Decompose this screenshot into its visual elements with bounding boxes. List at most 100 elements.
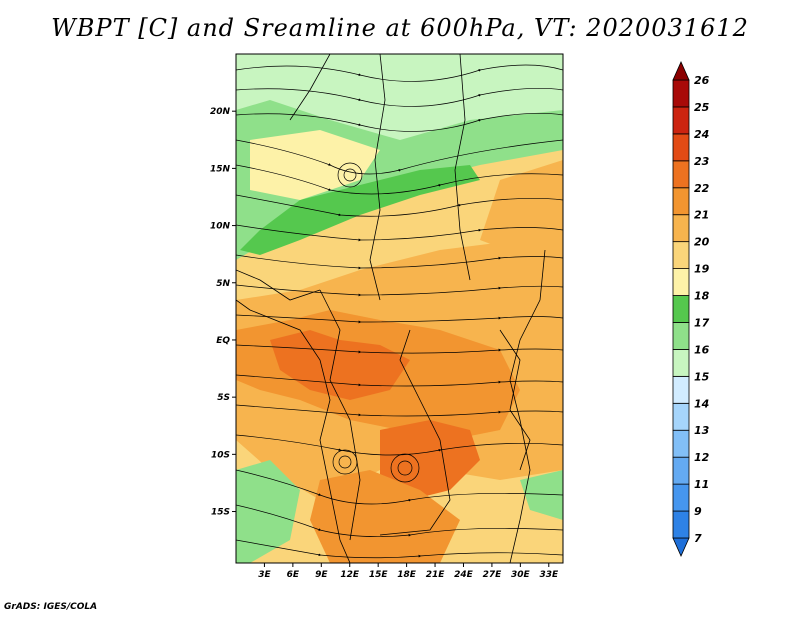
streamline (236, 434, 563, 456)
streamline (236, 88, 563, 107)
streamline (236, 314, 563, 324)
colorbar-swatch (672, 349, 690, 377)
latitude-label: 10S (211, 450, 230, 460)
colorbar-swatch (672, 510, 690, 539)
colorbar-swatch (672, 160, 690, 189)
map-plot-area (236, 54, 563, 563)
latitude-label: 5N (216, 279, 230, 289)
vortex-south-west (338, 455, 352, 469)
latitude-label: 10N (210, 222, 231, 232)
streamline (236, 254, 563, 270)
colorbar-label: 23 (694, 155, 710, 168)
colorbar-label: 13 (694, 424, 710, 437)
latitude-label: 20N (210, 107, 231, 117)
colorbar-label: 26 (694, 74, 710, 87)
colorbar-swatch (672, 429, 690, 458)
wbpt-field-southeast-green (520, 470, 563, 520)
streamlines (236, 64, 563, 559)
border (319, 289, 361, 541)
colorbar-label: 24 (694, 128, 709, 141)
wbpt-field-north-yellow (250, 130, 380, 200)
colorbar-high-triangle (672, 61, 690, 81)
longitude-label: 27E (483, 570, 503, 580)
map-frame (235, 53, 564, 564)
map-title: WBPT [C] and Sreamline at 600hPa, VT: 20… (51, 14, 749, 42)
colorbar-label: 19 (694, 263, 710, 276)
border (369, 54, 386, 301)
colorbar-label: 12 (694, 451, 710, 464)
streamline (236, 139, 563, 175)
longitude-label: 15E (369, 570, 389, 580)
vortex-south-central-outer (390, 453, 420, 483)
streamline (236, 469, 563, 505)
latitude-label: 15N (210, 164, 231, 174)
footer-credit: GrADS: IGES/COLA (4, 602, 98, 612)
colorbar-label: 17 (694, 316, 710, 329)
colorbar-swatch (672, 79, 690, 108)
colorbar-low-triangle (672, 537, 690, 557)
longitude-label: 3E (258, 570, 271, 580)
streamline (236, 164, 563, 195)
colorbar-label: 20 (694, 236, 710, 249)
border (454, 54, 471, 281)
colorbar-swatch (672, 456, 690, 485)
colorbar-label: 11 (694, 478, 709, 491)
colorbar-swatch (672, 483, 690, 512)
vortex-north (343, 168, 357, 182)
border (499, 329, 531, 471)
longitude-label: 21E (426, 570, 446, 580)
colorbar-swatch (672, 214, 690, 243)
colorbar-swatch (672, 402, 690, 431)
longitude-label: 18E (397, 570, 417, 580)
streamline (236, 539, 563, 559)
wbpt-field-orange-4 (380, 420, 480, 500)
streamline (236, 113, 563, 132)
colorbar-label: 22 (694, 182, 710, 195)
latitude-axis: 20N 15N 10N 5N EQ 5S 10S 15S (210, 107, 236, 518)
streamline (236, 504, 563, 537)
colorbar-label: 9 (694, 505, 702, 518)
longitude-label: 6E (287, 570, 300, 580)
streamline (236, 404, 563, 417)
wbpt-field-southwest-green (236, 460, 300, 563)
longitude-label: 9E (315, 570, 328, 580)
border (289, 54, 331, 121)
longitude-label: 33E (539, 570, 559, 580)
colorbar-label: 7 (694, 532, 702, 545)
longitude-axis: 3E 6E 9E 12E 15E 18E 21E 24E 27E 30E 33E (258, 563, 559, 580)
latitude-label: EQ (216, 336, 230, 346)
border (379, 329, 451, 536)
streamline (236, 224, 563, 242)
colorbar-swatch (672, 268, 690, 296)
colorbar-label: 16 (694, 343, 710, 356)
coastline (236, 299, 351, 563)
colorbar-swatch (672, 322, 690, 350)
colorbar-label: 14 (694, 397, 709, 410)
colorbar-swatch (672, 375, 690, 404)
country-borders (236, 54, 546, 563)
colorbar-swatch (672, 187, 690, 216)
colorbar-swatch (672, 106, 690, 135)
vortex-south-central (397, 460, 413, 476)
colorbar-label: 18 (694, 290, 710, 303)
longitude-label: 24E (454, 570, 474, 580)
colorbar: 7 9 11 12 13 14 15 16 17 18 19 20 21 22 23 24 25 26 (672, 61, 710, 557)
latitude-label: 15S (211, 508, 230, 518)
colorbar-swatch (672, 241, 690, 269)
longitude-label: 12E (340, 570, 360, 580)
coastline (509, 249, 546, 563)
longitude-label: 30E (511, 570, 531, 580)
colorbar-swatch (672, 133, 690, 162)
colorbar-label: 25 (694, 101, 710, 114)
streamline (236, 194, 563, 217)
streamline (236, 344, 563, 354)
wbpt-field-east-orange (480, 160, 563, 260)
colorbar-swatch (672, 295, 690, 323)
vortex-north-outer (337, 162, 363, 188)
latitude-label: 5S (217, 393, 230, 403)
border (236, 269, 321, 301)
streamline (236, 64, 563, 82)
colorbar-label: 21 (694, 209, 709, 222)
streamline (236, 374, 563, 387)
